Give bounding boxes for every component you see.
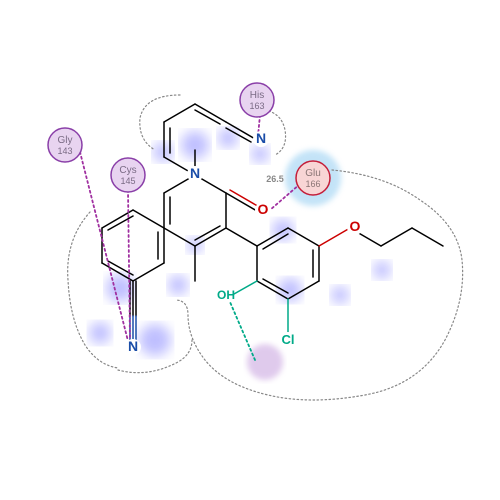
atom-label: N bbox=[128, 338, 138, 354]
residue-num: 143 bbox=[57, 146, 72, 156]
bond bbox=[226, 228, 257, 246]
interaction-diagram: N N O N O Cl OH 26.5 Gly143 Cys145 His163 Glu166 bbox=[0, 0, 500, 500]
atom-label: OH bbox=[217, 288, 235, 302]
residue-num: 163 bbox=[249, 101, 264, 111]
bond bbox=[164, 228, 195, 246]
lipophilic-spot bbox=[168, 275, 188, 295]
bond bbox=[230, 190, 261, 208]
residue-name: Glu bbox=[305, 168, 321, 179]
bond bbox=[381, 228, 412, 246]
pocket-contour bbox=[140, 95, 180, 150]
glow-circle bbox=[247, 344, 283, 380]
residue-name: Cys bbox=[119, 165, 136, 176]
bond bbox=[226, 193, 257, 211]
bond bbox=[412, 228, 443, 246]
lipophilic-spot bbox=[89, 322, 111, 344]
lipophilic-spot bbox=[373, 261, 391, 279]
bonds-layer bbox=[102, 104, 443, 340]
atom-label: 26.5 bbox=[266, 174, 284, 184]
bond bbox=[319, 228, 350, 246]
lipophilic-spot bbox=[251, 145, 269, 163]
atom-label: N bbox=[256, 130, 266, 146]
residue-num: 166 bbox=[305, 179, 320, 189]
atom-label: Cl bbox=[282, 332, 295, 347]
atom-label: N bbox=[190, 165, 200, 181]
lipophilic-spot bbox=[331, 286, 349, 304]
bond bbox=[133, 210, 164, 228]
bond bbox=[288, 228, 319, 246]
interaction-line bbox=[230, 302, 255, 360]
lipophilic-spot bbox=[218, 128, 238, 148]
bond bbox=[234, 281, 257, 294]
atom-label: O bbox=[258, 201, 269, 217]
bond bbox=[164, 104, 195, 122]
bond bbox=[133, 263, 164, 281]
lipophilic-spot bbox=[139, 324, 171, 356]
residue-name: Gly bbox=[58, 135, 73, 146]
atom-label: O bbox=[350, 218, 361, 234]
residue-name: His bbox=[250, 90, 264, 101]
residue-num: 145 bbox=[120, 176, 135, 186]
